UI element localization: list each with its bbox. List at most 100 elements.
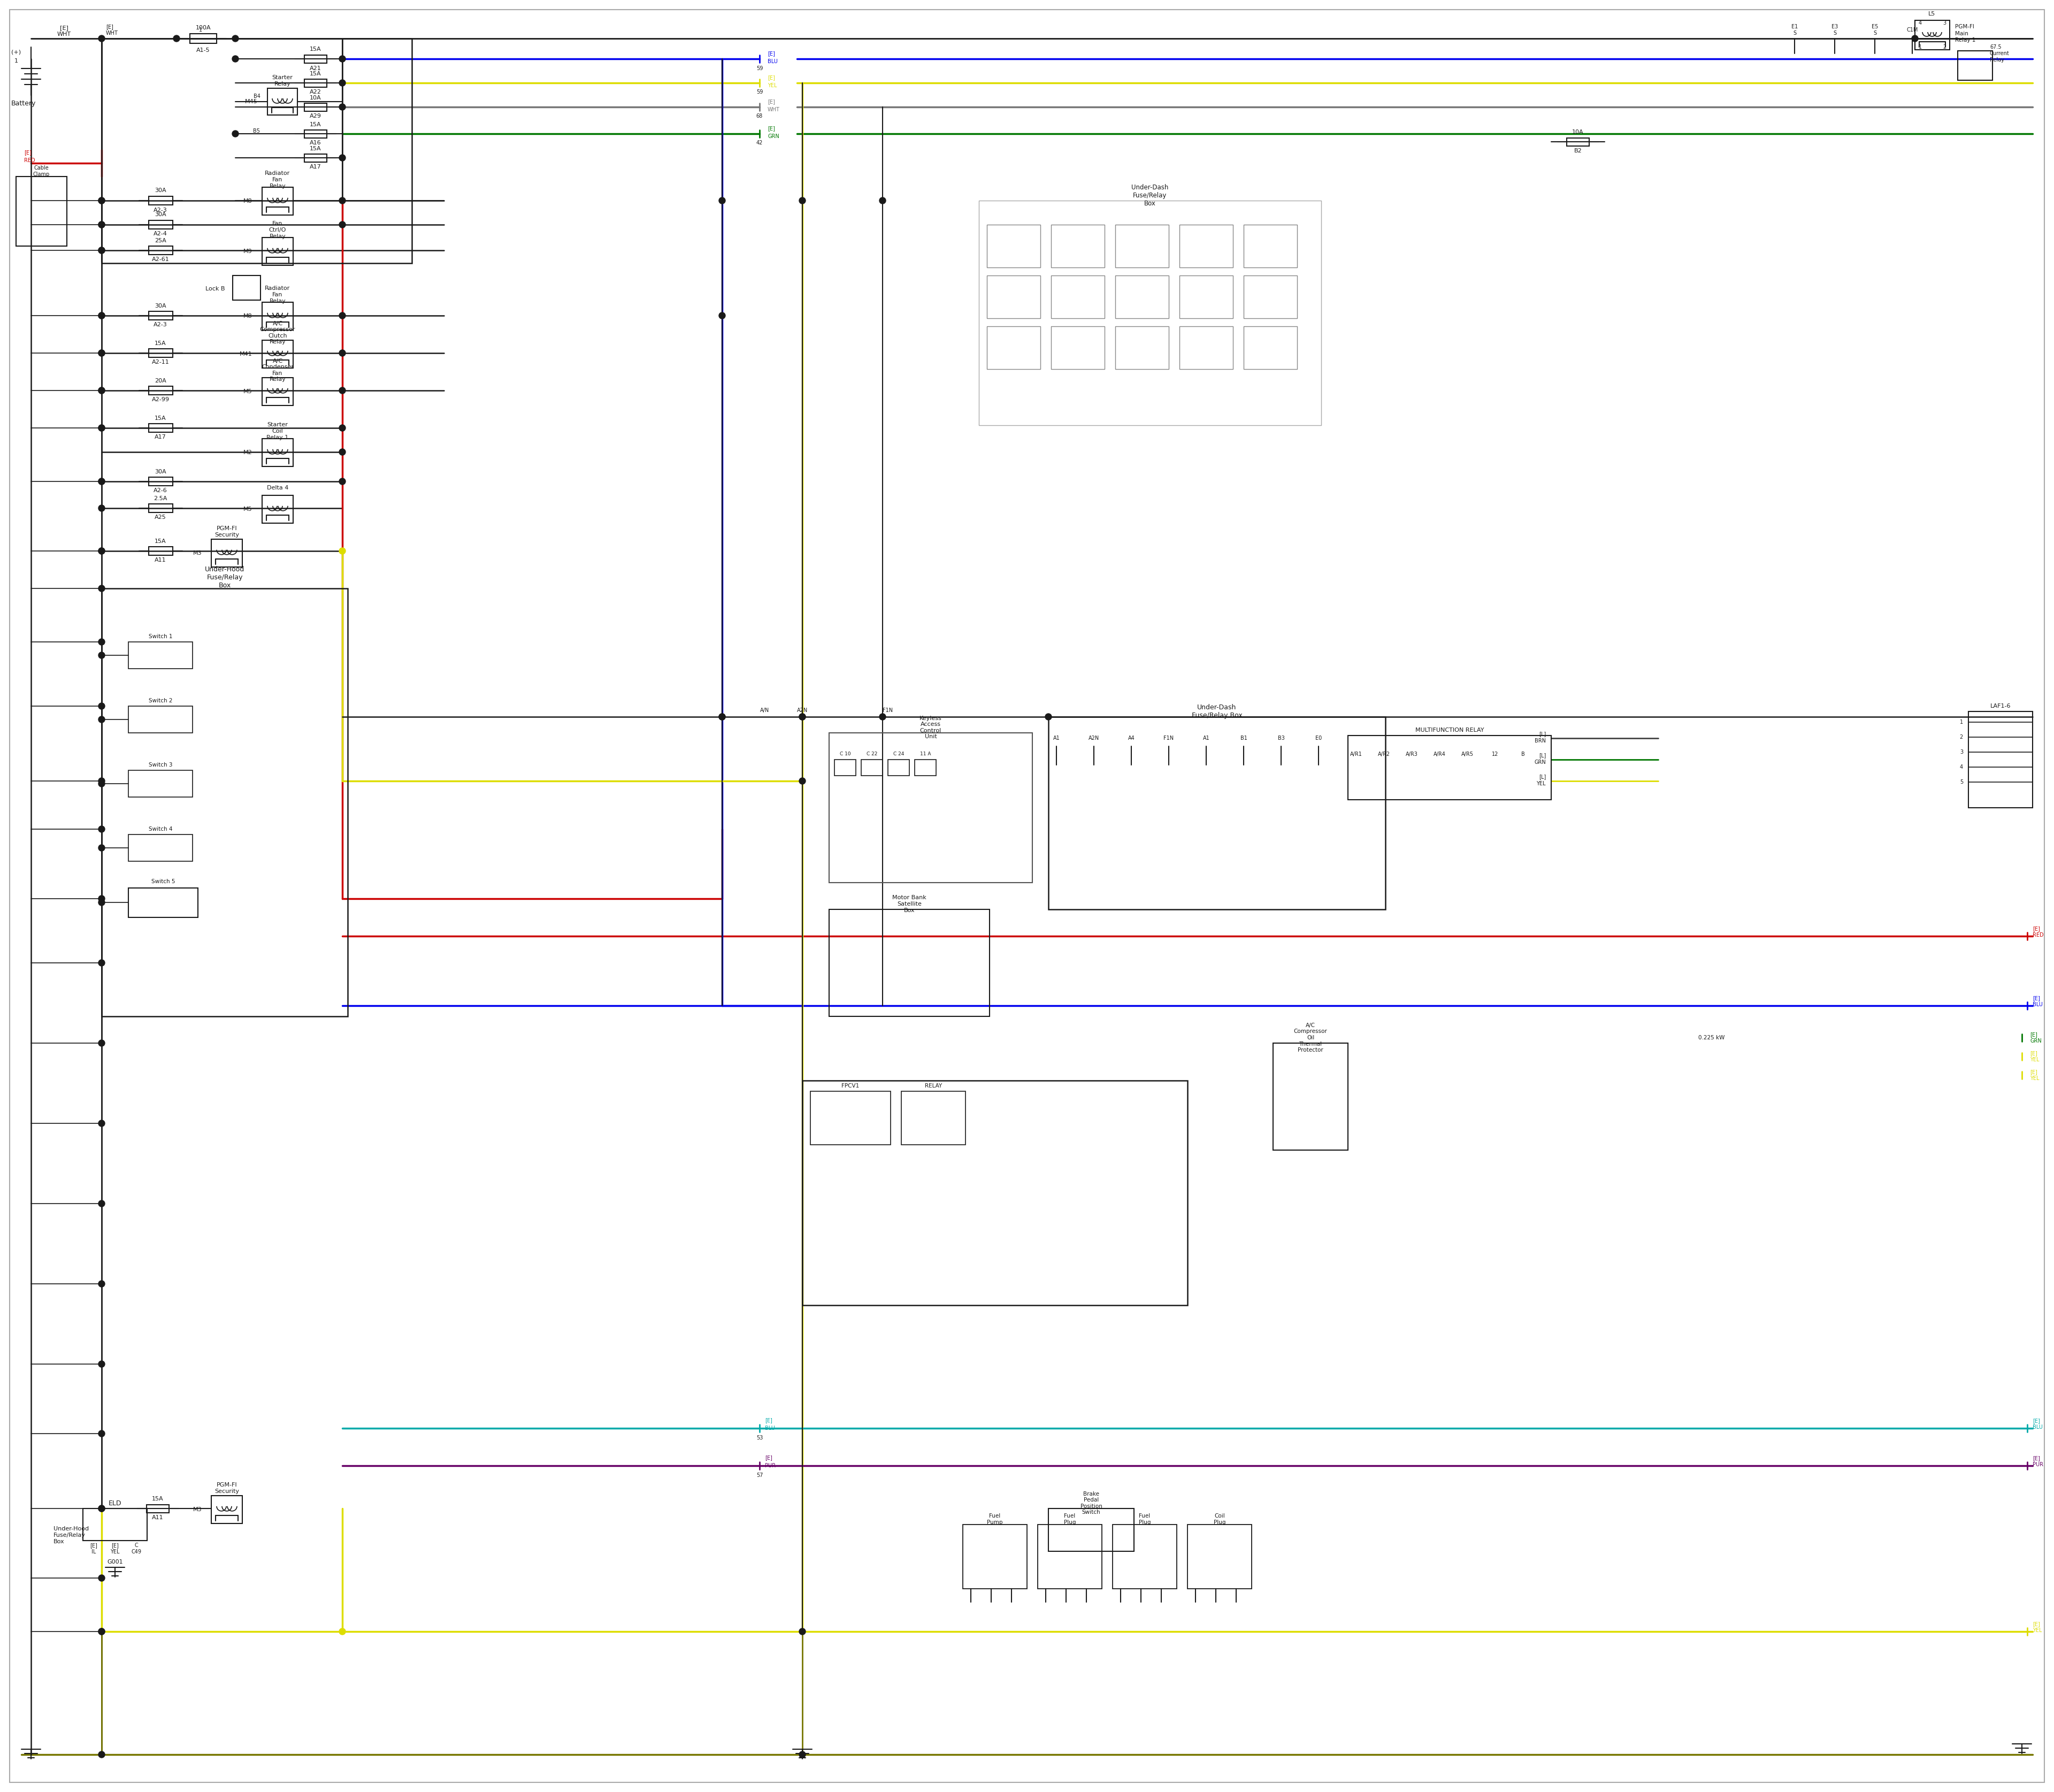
Text: 20A: 20A — [154, 378, 166, 383]
Bar — [1052, 224, 1105, 267]
Text: B2: B2 — [1573, 149, 1582, 154]
Text: M5: M5 — [244, 389, 253, 394]
Text: Switch 4: Switch 4 — [148, 826, 173, 831]
Text: [E]: [E] — [764, 1455, 772, 1460]
Text: 12: 12 — [1491, 751, 1497, 756]
Bar — [1347, 735, 1551, 799]
Circle shape — [99, 247, 105, 253]
Circle shape — [799, 1751, 805, 1758]
Text: A1: A1 — [1204, 735, 1210, 740]
Text: Switch 2: Switch 2 — [148, 699, 173, 704]
Text: L5: L5 — [1929, 11, 1935, 16]
Text: E3
S: E3 S — [1832, 23, 1838, 36]
Circle shape — [99, 247, 105, 253]
Text: A/C
Condenser
Fan
Relay: A/C Condenser Fan Relay — [261, 358, 294, 382]
Bar — [963, 1525, 1027, 1590]
Bar — [1052, 276, 1105, 319]
Bar — [1179, 224, 1232, 267]
Circle shape — [719, 713, 725, 720]
Text: MULTIFUNCTION RELAY: MULTIFUNCTION RELAY — [1415, 728, 1483, 733]
Bar — [986, 224, 1041, 267]
Text: 10A: 10A — [1571, 129, 1584, 134]
Text: [E]
WHT: [E] WHT — [107, 23, 119, 36]
Text: WHT: WHT — [768, 108, 781, 113]
Circle shape — [99, 478, 105, 484]
Circle shape — [99, 900, 105, 905]
Text: Relay 1: Relay 1 — [1955, 38, 1976, 43]
Text: 15A: 15A — [154, 539, 166, 545]
Circle shape — [99, 1430, 105, 1437]
Circle shape — [99, 197, 105, 204]
Circle shape — [99, 505, 105, 511]
Text: M41: M41 — [240, 351, 253, 357]
Text: BLU: BLU — [768, 59, 778, 65]
Text: Relay: Relay — [1990, 57, 2005, 63]
Text: A2-6: A2-6 — [154, 487, 166, 493]
Circle shape — [99, 778, 105, 785]
Text: A21: A21 — [310, 66, 320, 72]
Text: Under-Dash
Fuse/Relay Box: Under-Dash Fuse/Relay Box — [1191, 704, 1243, 719]
Text: PGM-FI: PGM-FI — [1955, 23, 1974, 29]
Text: A2-3: A2-3 — [154, 208, 166, 213]
Circle shape — [99, 36, 105, 41]
Bar — [148, 349, 173, 357]
Bar — [146, 1505, 168, 1512]
Bar — [263, 378, 294, 405]
Circle shape — [99, 349, 105, 357]
Circle shape — [99, 702, 105, 710]
Text: 0.225 kW: 0.225 kW — [1699, 1036, 1725, 1041]
Bar — [101, 38, 413, 263]
Text: Delta 4: Delta 4 — [267, 486, 288, 491]
Circle shape — [1912, 36, 1918, 41]
Circle shape — [99, 222, 105, 228]
Text: [L]: [L] — [1538, 753, 1547, 758]
Circle shape — [99, 349, 105, 357]
Circle shape — [339, 478, 345, 484]
Circle shape — [99, 1575, 105, 1581]
Bar — [1914, 20, 1949, 50]
Bar — [263, 495, 294, 523]
Circle shape — [339, 154, 345, 161]
Text: 4: 4 — [1960, 765, 1964, 771]
Text: Cable
Clamp: Cable Clamp — [33, 165, 49, 177]
Text: [E]: [E] — [768, 50, 774, 56]
Text: [E]: [E] — [25, 151, 31, 156]
Text: M9: M9 — [244, 249, 253, 254]
Text: [L]: [L] — [1538, 731, 1547, 737]
Text: [L]: [L] — [1538, 774, 1547, 780]
Circle shape — [799, 1629, 805, 1634]
Circle shape — [99, 1505, 105, 1512]
Bar — [148, 197, 173, 204]
Text: GRN: GRN — [768, 134, 778, 140]
Text: E0: E0 — [1315, 735, 1323, 740]
Circle shape — [719, 713, 725, 720]
Text: A17: A17 — [310, 165, 320, 170]
Circle shape — [99, 1039, 105, 1047]
Text: A4: A4 — [1128, 735, 1134, 740]
Text: A11: A11 — [152, 1514, 164, 1520]
Text: 59: 59 — [756, 90, 762, 95]
Bar — [263, 303, 294, 330]
Bar — [263, 439, 294, 466]
Bar — [304, 102, 327, 111]
Text: WHT: WHT — [58, 32, 72, 38]
Bar — [148, 220, 173, 229]
Text: A2-4: A2-4 — [154, 231, 166, 237]
Text: F1N: F1N — [1165, 735, 1175, 740]
Bar — [189, 34, 216, 43]
Text: A2-3: A2-3 — [154, 323, 166, 328]
Text: Switch 3: Switch 3 — [148, 762, 173, 767]
Text: GRN: GRN — [1534, 760, 1547, 765]
Text: A/R1: A/R1 — [1349, 751, 1362, 756]
Bar — [304, 56, 327, 63]
Text: B4: B4 — [253, 93, 261, 99]
Text: [E]: [E] — [768, 99, 774, 104]
Text: M5: M5 — [244, 507, 253, 513]
Circle shape — [99, 844, 105, 851]
Text: 42: 42 — [756, 140, 762, 145]
Text: 4: 4 — [1918, 20, 1923, 25]
Bar — [263, 340, 294, 367]
Text: B: B — [1522, 751, 1524, 756]
Text: B1: B1 — [1241, 735, 1247, 740]
Bar — [1243, 224, 1298, 267]
